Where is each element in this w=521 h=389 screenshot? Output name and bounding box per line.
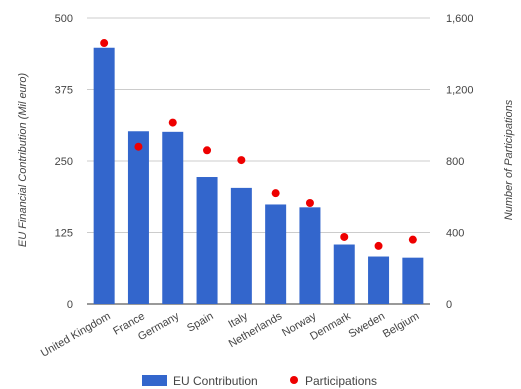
- y2-tick-label: 1,200: [446, 85, 474, 97]
- dot: [305, 199, 314, 208]
- y-tick-label: 375: [55, 85, 73, 97]
- y-tick-label: 250: [55, 156, 73, 168]
- y2-tick-label: 800: [446, 156, 464, 168]
- bar: [93, 47, 115, 305]
- bar: [333, 244, 355, 304]
- x-tick-label: United Kingdom: [39, 310, 113, 360]
- legend-swatch-eu-contribution: [142, 375, 167, 386]
- dot: [134, 142, 143, 151]
- bar: [196, 177, 218, 304]
- bar: [230, 187, 252, 304]
- dot: [408, 235, 417, 244]
- bar: [127, 131, 149, 304]
- left-axis-ticks: 0 125 250 375 500: [55, 13, 73, 311]
- x-tick-label: Sweden: [347, 310, 387, 340]
- y-tick-label: 125: [55, 228, 73, 240]
- y2-axis-title: Number of Participations: [503, 99, 515, 220]
- dot: [100, 39, 109, 48]
- legend-label-eu-contribution: EU Contribution: [173, 374, 258, 388]
- x-tick-label: Spain: [185, 310, 215, 334]
- bar: [162, 131, 184, 304]
- y2-tick-label: 400: [446, 228, 464, 240]
- dot: [203, 146, 212, 155]
- dot: [340, 232, 349, 241]
- y-axis-title: EU Financial Contribution (Mil euro): [17, 73, 29, 248]
- bar: [265, 204, 287, 304]
- dot: [168, 118, 177, 127]
- legend-label-participations: Participations: [305, 374, 377, 388]
- y-tick-label: 0: [67, 299, 73, 311]
- dot: [271, 189, 280, 198]
- legend-marker-participations: [290, 376, 298, 384]
- right-axis-ticks: 0 400 800 1,200 1,600: [446, 13, 474, 311]
- dot: [237, 156, 246, 165]
- dot-series: [100, 39, 417, 250]
- dot: [374, 241, 383, 250]
- x-tick-label: Belgium: [381, 310, 421, 340]
- bar: [368, 256, 390, 304]
- bar-series: [93, 47, 424, 305]
- legend: EU Contribution Participations: [142, 374, 377, 388]
- y2-tick-label: 1,600: [446, 13, 474, 25]
- y2-tick-label: 0: [446, 299, 452, 311]
- bar: [402, 257, 424, 304]
- bar: [299, 207, 321, 304]
- y-tick-label: 500: [55, 13, 73, 25]
